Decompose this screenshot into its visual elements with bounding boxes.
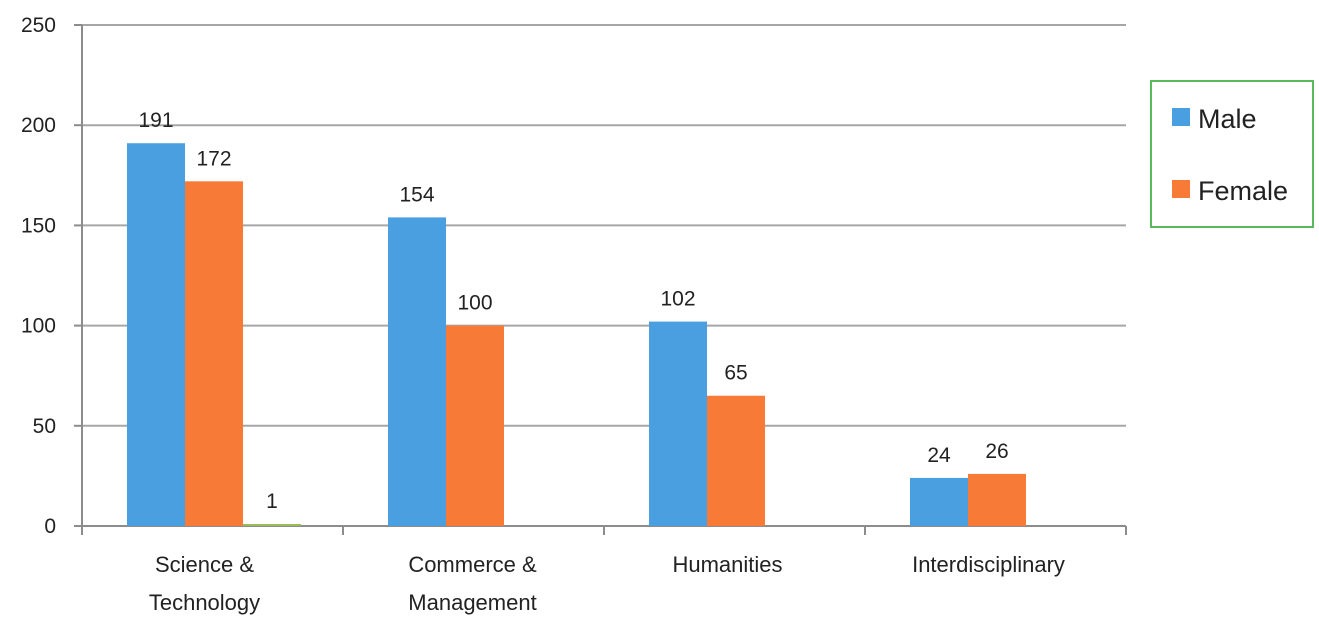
legend: Male Female: [1150, 80, 1314, 228]
x-axis: Science & Technology Commerce & Management H…: [81, 525, 1127, 615]
data-labels: 191 154 102 24 172 100 65 26 1: [138, 109, 1008, 513]
data-label: 1: [266, 490, 278, 513]
legend-swatch-female: [1172, 180, 1190, 198]
y-tick-label: 0: [44, 515, 56, 538]
data-label: 65: [724, 362, 747, 385]
y-tick-label: 200: [21, 114, 56, 137]
data-label: 100: [457, 292, 492, 315]
y-axis: 0 50 100 150 200 250: [21, 14, 83, 538]
bar-male: [127, 143, 185, 526]
x-category-label: Humanities: [672, 552, 782, 577]
y-tick-label: 150: [21, 214, 56, 237]
x-category-label: Commerce &: [408, 552, 537, 577]
bar-male: [388, 217, 446, 526]
data-label: 191: [138, 109, 173, 132]
y-tick-label: 100: [21, 315, 56, 338]
x-category-label: Management: [408, 590, 536, 615]
bar-female: [968, 473, 1026, 526]
bar-female: [707, 395, 765, 526]
bars: [127, 143, 1026, 526]
bar-series-3: [243, 523, 301, 526]
bar-female: [185, 181, 243, 526]
legend-label-male: Male: [1198, 104, 1257, 134]
bar-male: [649, 321, 707, 526]
data-label: 154: [399, 183, 434, 206]
bar-male: [910, 477, 968, 526]
bar-female: [446, 325, 504, 526]
data-label: 24: [927, 444, 951, 467]
legend-box: [1150, 80, 1314, 228]
data-label: 172: [196, 147, 231, 170]
data-label: 26: [985, 440, 1008, 463]
x-category-label: Interdisciplinary: [912, 552, 1065, 577]
data-label: 102: [660, 288, 695, 311]
y-tick-label: 250: [21, 14, 56, 37]
y-tick-label: 50: [33, 415, 56, 438]
legend-swatch-male: [1172, 108, 1190, 126]
x-category-label: Technology: [149, 590, 260, 615]
legend-label-female: Female: [1198, 176, 1288, 206]
x-category-label: Science &: [155, 552, 254, 577]
gridlines: [82, 24, 1126, 427]
